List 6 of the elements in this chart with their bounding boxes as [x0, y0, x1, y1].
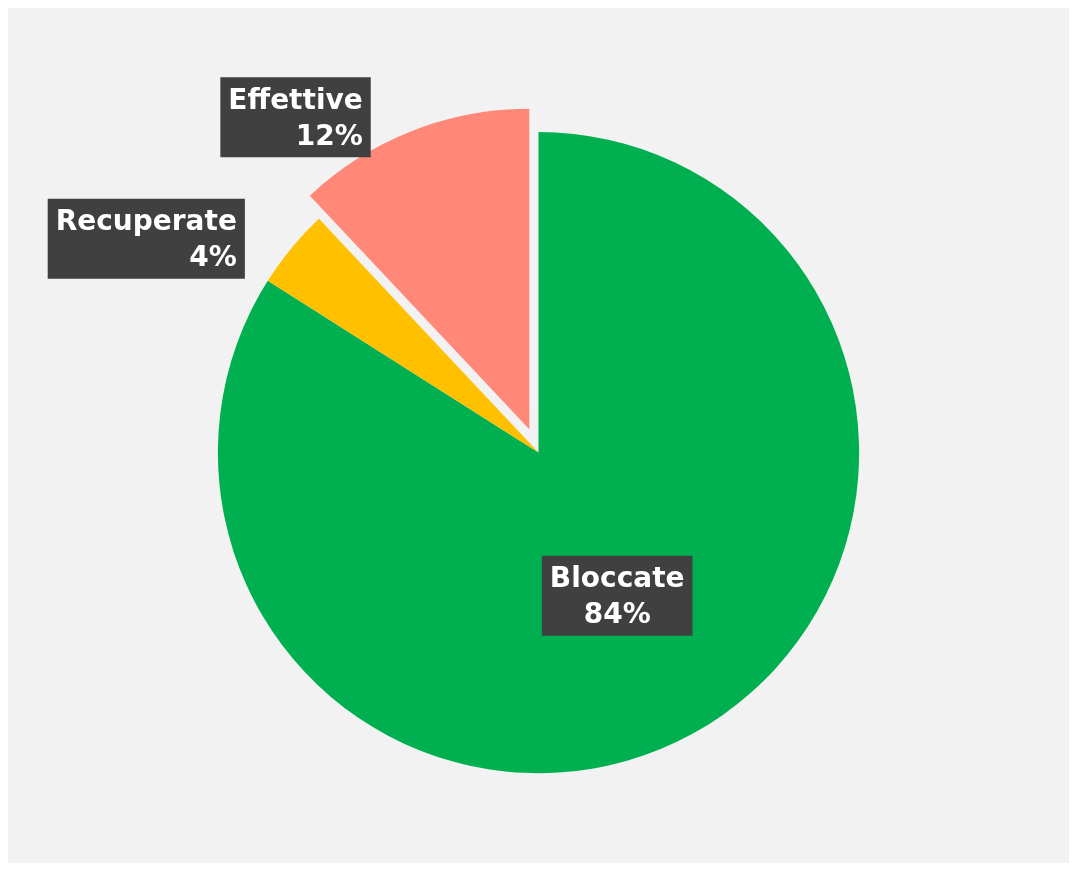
slice-label: Recuperate [55, 204, 237, 238]
slice-label: Bloccate [549, 561, 685, 595]
data-label: 12% [295, 118, 363, 152]
slice-label: Effettive [228, 82, 363, 116]
data-label: 4% [189, 240, 237, 274]
data-label: 84% [583, 597, 651, 631]
